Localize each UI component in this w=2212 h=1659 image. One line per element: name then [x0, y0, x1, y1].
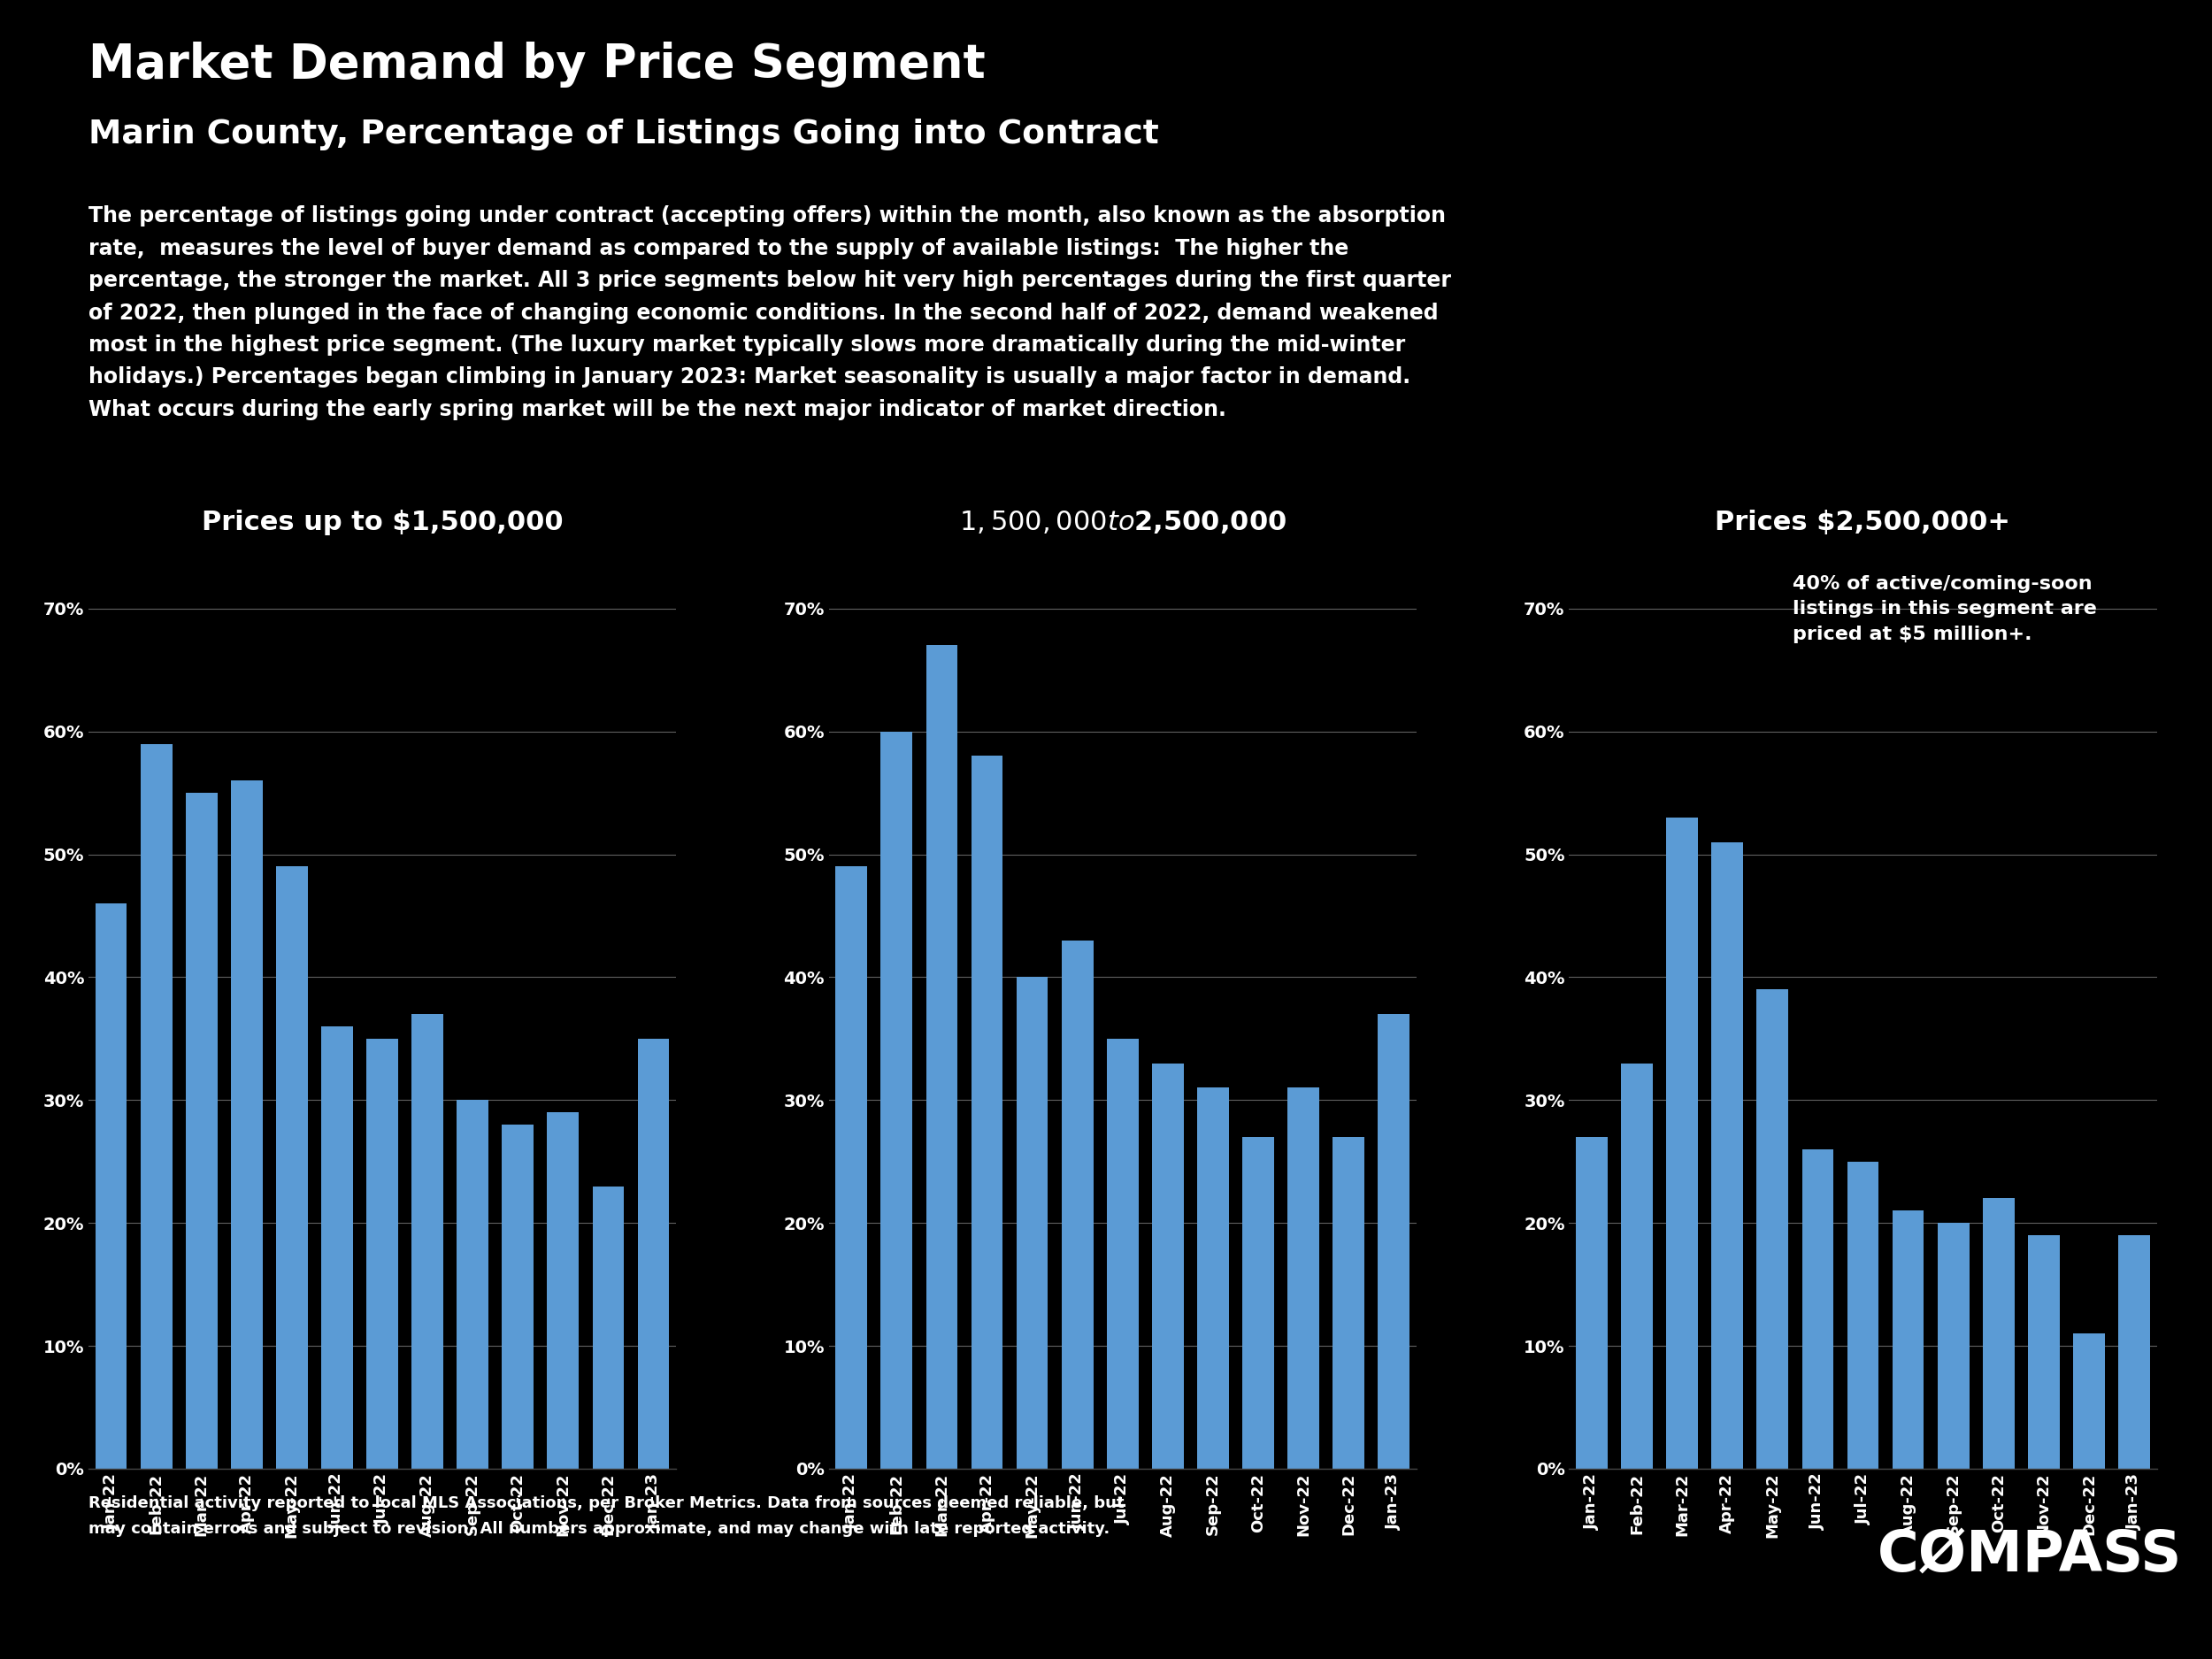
Text: Marin County, Percentage of Listings Going into Contract: Marin County, Percentage of Listings Goi…	[88, 119, 1159, 151]
Bar	[1891, 1211, 1924, 1468]
Bar	[2028, 1236, 2059, 1468]
Bar	[546, 1112, 580, 1468]
Bar	[1106, 1039, 1139, 1468]
Bar	[1803, 1150, 1834, 1468]
Bar	[230, 781, 263, 1468]
Bar	[502, 1125, 533, 1468]
Bar	[1197, 1088, 1230, 1468]
Bar	[1756, 989, 1787, 1468]
Title: Prices up to $1,500,000: Prices up to $1,500,000	[201, 509, 564, 536]
Bar	[1015, 977, 1048, 1468]
Bar	[593, 1186, 624, 1468]
Bar	[186, 793, 217, 1468]
Text: Market Demand by Price Segment: Market Demand by Price Segment	[88, 41, 987, 88]
Bar	[880, 732, 911, 1468]
Bar	[971, 757, 1002, 1468]
Bar	[2073, 1334, 2106, 1468]
Bar	[1666, 818, 1699, 1468]
Bar	[927, 645, 958, 1468]
Bar	[1243, 1136, 1274, 1468]
Bar	[1287, 1088, 1318, 1468]
Bar	[321, 1027, 354, 1468]
Bar	[1938, 1223, 1969, 1468]
Text: The percentage of listings going under contract (accepting offers) within the mo: The percentage of listings going under c…	[88, 206, 1451, 420]
Title: Prices $2,500,000+: Prices $2,500,000+	[1714, 509, 2011, 536]
Bar	[1334, 1136, 1365, 1468]
Bar	[95, 904, 126, 1468]
Bar	[1152, 1063, 1183, 1468]
Bar	[1982, 1198, 2015, 1468]
Text: 40% of active/coming-soon
listings in this segment are
priced at $5 million+.: 40% of active/coming-soon listings in th…	[1792, 574, 2097, 644]
Bar	[1621, 1063, 1652, 1468]
Bar	[276, 866, 307, 1468]
Bar	[1378, 1014, 1409, 1468]
Bar	[1712, 843, 1743, 1468]
Bar	[637, 1039, 670, 1468]
Bar	[367, 1039, 398, 1468]
Text: Residential activity reported to local MLS Associations, per Broker Metrics. Dat: Residential activity reported to local M…	[88, 1495, 1124, 1538]
Bar	[411, 1014, 442, 1468]
Bar	[1847, 1161, 1878, 1468]
Title: $1,500,000 to $2,500,000: $1,500,000 to $2,500,000	[960, 509, 1285, 536]
Bar	[458, 1100, 489, 1468]
Bar	[1062, 941, 1093, 1468]
Bar	[2119, 1236, 2150, 1468]
Bar	[139, 743, 173, 1468]
Bar	[836, 866, 867, 1468]
Text: CØMPASS: CØMPASS	[1878, 1528, 2181, 1583]
Bar	[1575, 1136, 1608, 1468]
